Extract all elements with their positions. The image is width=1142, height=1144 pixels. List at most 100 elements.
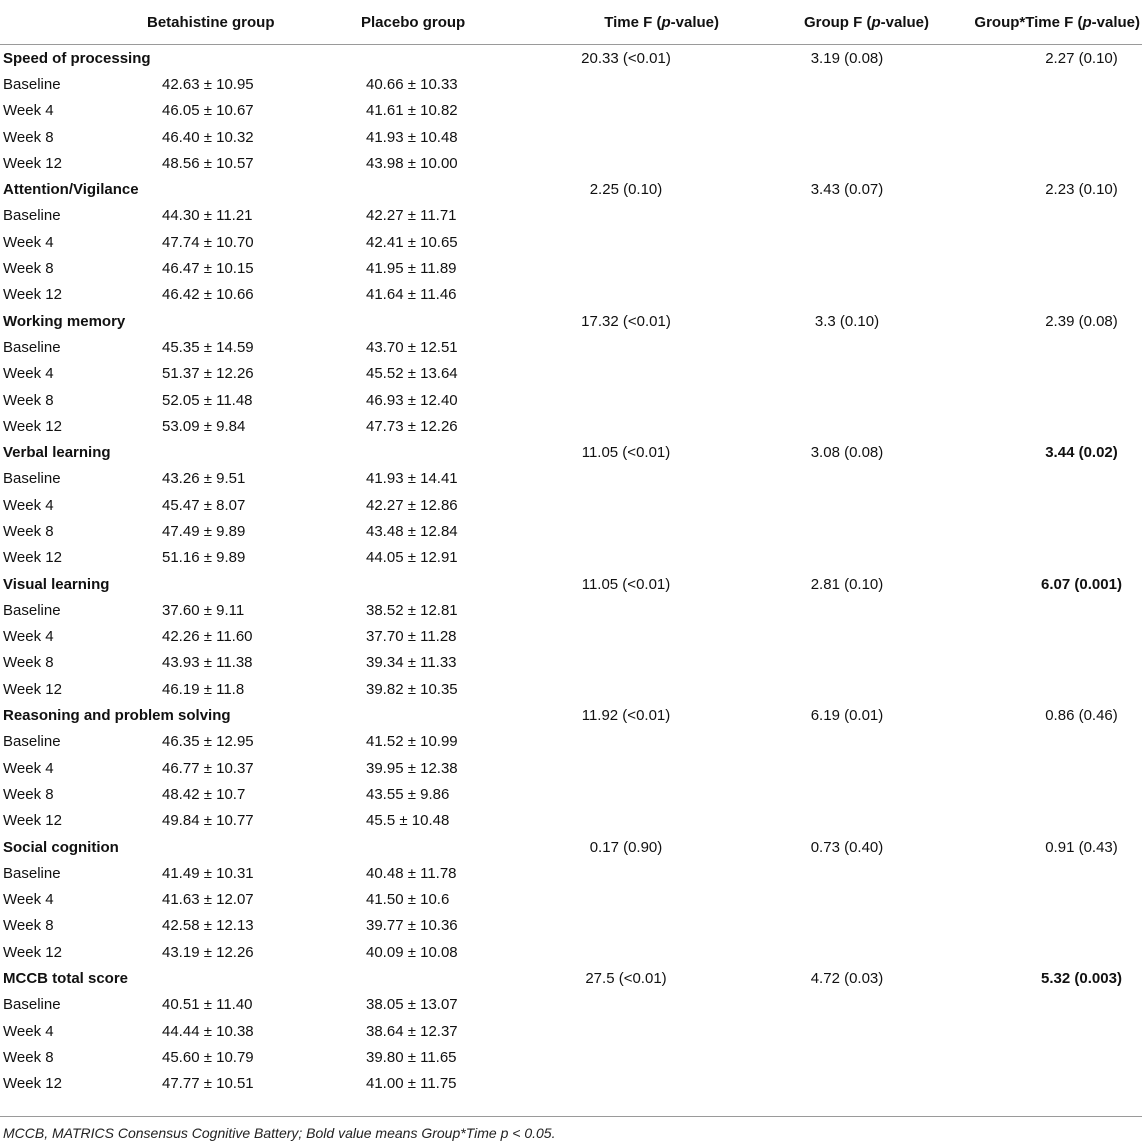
group-time-f-value: 3.44 (0.02) — [1045, 444, 1118, 462]
empty-cell — [931, 413, 1142, 439]
header-betahistine-group: Betahistine group — [145, 0, 336, 45]
betahistine-value: 47.49 ± 9.89 — [162, 522, 246, 540]
betahistine-value: 44.30 ± 11.21 — [162, 207, 253, 225]
section-row: Working memory 17.32 (<0.01) 3.3 (0.10) 2.3… — [0, 308, 1142, 334]
empty-cell — [511, 203, 721, 229]
footer-divider — [0, 1116, 1142, 1117]
timepoint-label: Week 4 — [3, 628, 54, 646]
betahistine-value: 43.26 ± 9.51 — [162, 470, 246, 488]
header-group-time-f-post: -value) — [1091, 13, 1140, 31]
empty-cell — [931, 518, 1142, 544]
placebo-value: 40.09 ± 10.08 — [366, 943, 458, 961]
empty-cell — [721, 729, 931, 755]
table-row: Baseline 43.26 ± 9.51 41.93 ± 14.41 — [0, 466, 1142, 492]
empty-cell — [511, 413, 721, 439]
empty-cell — [931, 71, 1142, 97]
placebo-value: 41.95 ± 11.89 — [366, 260, 457, 278]
group-time-f-value: 0.91 (0.43) — [1045, 838, 1118, 856]
table-row: Week 12 46.19 ± 11.8 39.82 ± 10.35 — [0, 676, 1142, 702]
section-row: Speed of processing 20.33 (<0.01) 3.19 (0.… — [0, 45, 1142, 72]
empty-cell — [511, 913, 721, 939]
betahistine-value: 46.40 ± 10.32 — [162, 128, 254, 146]
empty-cell — [511, 545, 721, 571]
time-f-value: 11.05 (<0.01) — [581, 575, 671, 593]
section-row: Social cognition 0.17 (0.90) 0.73 (0.40) 0.… — [0, 834, 1142, 860]
placebo-value: 39.77 ± 10.36 — [366, 917, 458, 935]
timepoint-label: Week 12 — [3, 549, 62, 567]
empty-cell — [931, 887, 1142, 913]
timepoint-label: Week 4 — [3, 102, 54, 120]
table-row: Week 4 44.44 ± 10.38 38.64 ± 12.37 — [0, 1018, 1142, 1044]
empty-cell — [931, 597, 1142, 623]
table-row: Week 4 51.37 ± 12.26 45.52 ± 13.64 — [0, 361, 1142, 387]
empty-cell — [931, 124, 1142, 150]
timepoint-label: Week 8 — [3, 128, 54, 146]
section-title: Verbal learning — [3, 444, 111, 462]
betahistine-value: 42.58 ± 12.13 — [162, 917, 254, 935]
betahistine-value: 46.47 ± 10.15 — [162, 260, 254, 278]
time-f-value: 17.32 (<0.01) — [581, 312, 671, 330]
empty-cell — [721, 545, 931, 571]
group-time-f-value: 2.23 (0.10) — [1045, 181, 1118, 199]
placebo-value: 39.82 ± 10.35 — [366, 680, 458, 698]
timepoint-label: Week 4 — [3, 233, 54, 251]
empty-cell — [721, 1044, 931, 1070]
placebo-value: 43.70 ± 12.51 — [366, 338, 458, 356]
table-row: Week 8 45.60 ± 10.79 39.80 ± 11.65 — [0, 1044, 1142, 1070]
time-f-value: 0.17 (0.90) — [589, 838, 663, 856]
empty-cell — [721, 282, 931, 308]
empty-cell — [721, 98, 931, 124]
empty-cell — [721, 124, 931, 150]
timepoint-label: Baseline — [3, 207, 61, 225]
empty-cell — [721, 518, 931, 544]
group-f-value: 6.19 (0.01) — [810, 707, 884, 725]
empty-cell — [511, 755, 721, 781]
timepoint-label: Baseline — [3, 733, 61, 751]
timepoint-label: Week 4 — [3, 365, 54, 383]
timepoint-label: Week 8 — [3, 785, 54, 803]
betahistine-value: 52.05 ± 11.48 — [162, 391, 253, 409]
header-time-f-post: -value) — [670, 13, 719, 31]
timepoint-label: Week 12 — [3, 812, 62, 830]
empty-cell — [511, 518, 721, 544]
betahistine-value: 44.44 ± 10.38 — [162, 1022, 254, 1040]
table-row: Baseline 42.63 ± 10.95 40.66 ± 10.33 — [0, 71, 1142, 97]
timepoint-label: Baseline — [3, 470, 61, 488]
placebo-value: 41.61 ± 10.82 — [366, 102, 458, 120]
empty-cell — [511, 992, 721, 1018]
placebo-value: 38.05 ± 13.07 — [366, 996, 458, 1014]
empty-cell — [931, 466, 1142, 492]
empty-cell — [721, 808, 931, 834]
empty-cell — [931, 729, 1142, 755]
placebo-value: 38.64 ± 12.37 — [366, 1022, 458, 1040]
betahistine-value: 48.42 ± 10.7 — [162, 785, 246, 803]
empty-cell — [721, 913, 931, 939]
header-group-time-f: Group*Time F (p-value) — [931, 0, 1142, 45]
placebo-value: 40.48 ± 11.78 — [366, 864, 457, 882]
empty-cell — [931, 676, 1142, 702]
time-f-value: 27.5 (<0.01) — [585, 970, 667, 988]
betahistine-value: 48.56 ± 10.57 — [162, 154, 254, 172]
timepoint-label: Week 8 — [3, 391, 54, 409]
empty-cell — [511, 492, 721, 518]
group-f-value: 3.3 (0.10) — [814, 312, 880, 330]
placebo-value: 43.98 ± 10.00 — [366, 154, 458, 172]
table-row: Week 12 53.09 ± 9.84 47.73 ± 12.26 — [0, 413, 1142, 439]
empty-cell — [511, 361, 721, 387]
table-row: Week 12 49.84 ± 10.77 45.5 ± 10.48 — [0, 808, 1142, 834]
empty-cell — [511, 150, 721, 176]
empty-cell — [721, 781, 931, 807]
table-body: Speed of processing 20.33 (<0.01) 3.19 (0.… — [0, 45, 1142, 1097]
empty-cell — [931, 492, 1142, 518]
results-table-container: Betahistine group Placebo group Time F (… — [0, 0, 1142, 1097]
empty-cell — [931, 361, 1142, 387]
empty-cell — [511, 124, 721, 150]
empty-cell — [931, 545, 1142, 571]
table-row: Week 4 46.77 ± 10.37 39.95 ± 12.38 — [0, 755, 1142, 781]
empty-cell — [721, 466, 931, 492]
empty-cell — [721, 229, 931, 255]
header-time-f-pre: Time F ( — [604, 13, 662, 31]
placebo-value: 39.80 ± 11.65 — [366, 1048, 457, 1066]
empty-cell — [721, 492, 931, 518]
placebo-value: 41.50 ± 10.6 — [366, 891, 450, 909]
